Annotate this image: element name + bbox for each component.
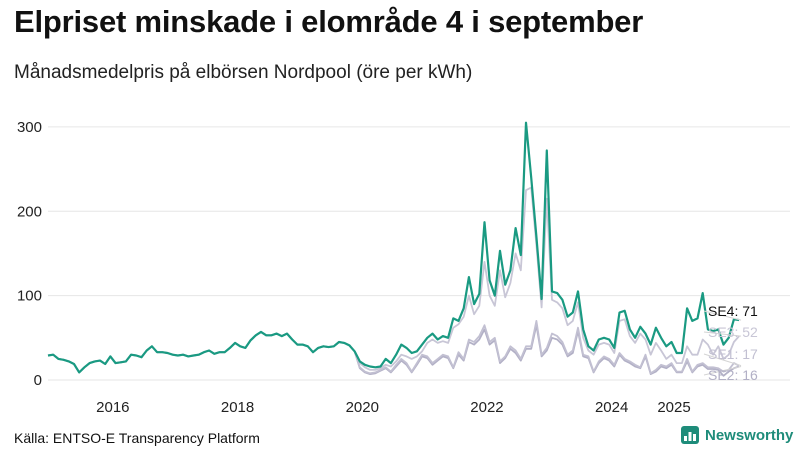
leader-line-se1 bbox=[703, 353, 742, 367]
end-label-se4: SE4: 71 bbox=[708, 303, 758, 319]
chart-title: Elpriset minskade i elområde 4 i septemb… bbox=[14, 4, 644, 39]
end-labels: SE4: 71 SE3: 52 SE1: 17 SE2: 16 bbox=[703, 303, 758, 383]
leader-line-se3 bbox=[703, 331, 742, 337]
end-label-se2: SE2: 16 bbox=[708, 367, 758, 383]
leader-line-se2 bbox=[703, 366, 742, 376]
y-tick-label-0: 0 bbox=[34, 372, 42, 389]
leader-line-se4 bbox=[703, 310, 742, 321]
y-tick-label-200: 200 bbox=[17, 203, 42, 220]
source-note: Källa: ENTSO-E Transparency Platform bbox=[14, 430, 260, 446]
grid-lines bbox=[48, 126, 790, 381]
series-lines bbox=[47, 121, 740, 377]
brand-name: Newsworthy bbox=[705, 426, 794, 444]
bar-chart-icon bbox=[681, 426, 699, 444]
series-line-se3 bbox=[47, 186, 740, 374]
x-tick-label-2020: 2020 bbox=[346, 399, 379, 416]
x-tick-label-2016: 2016 bbox=[96, 399, 129, 416]
end-label-se1: SE1: 17 bbox=[708, 346, 758, 362]
x-tick-label-2022: 2022 bbox=[470, 399, 503, 416]
axis-labels: 0 100 200 300 2016 2018 2020 2022 2024 2025 bbox=[17, 119, 691, 416]
x-tick-label-2018: 2018 bbox=[221, 399, 254, 416]
x-tick-label-2024: 2024 bbox=[595, 399, 628, 416]
chart-subtitle: Månadsmedelpris på elbörsen Nordpool (ör… bbox=[14, 62, 473, 83]
series-line-se4 bbox=[47, 121, 740, 374]
y-tick-label-100: 100 bbox=[17, 288, 42, 305]
x-tick-label-2025: 2025 bbox=[657, 399, 690, 416]
end-label-se3: SE3: 52 bbox=[708, 324, 758, 340]
brand-logo[interactable]: Newsworthy bbox=[681, 426, 793, 444]
y-tick-label-300: 300 bbox=[17, 119, 42, 136]
